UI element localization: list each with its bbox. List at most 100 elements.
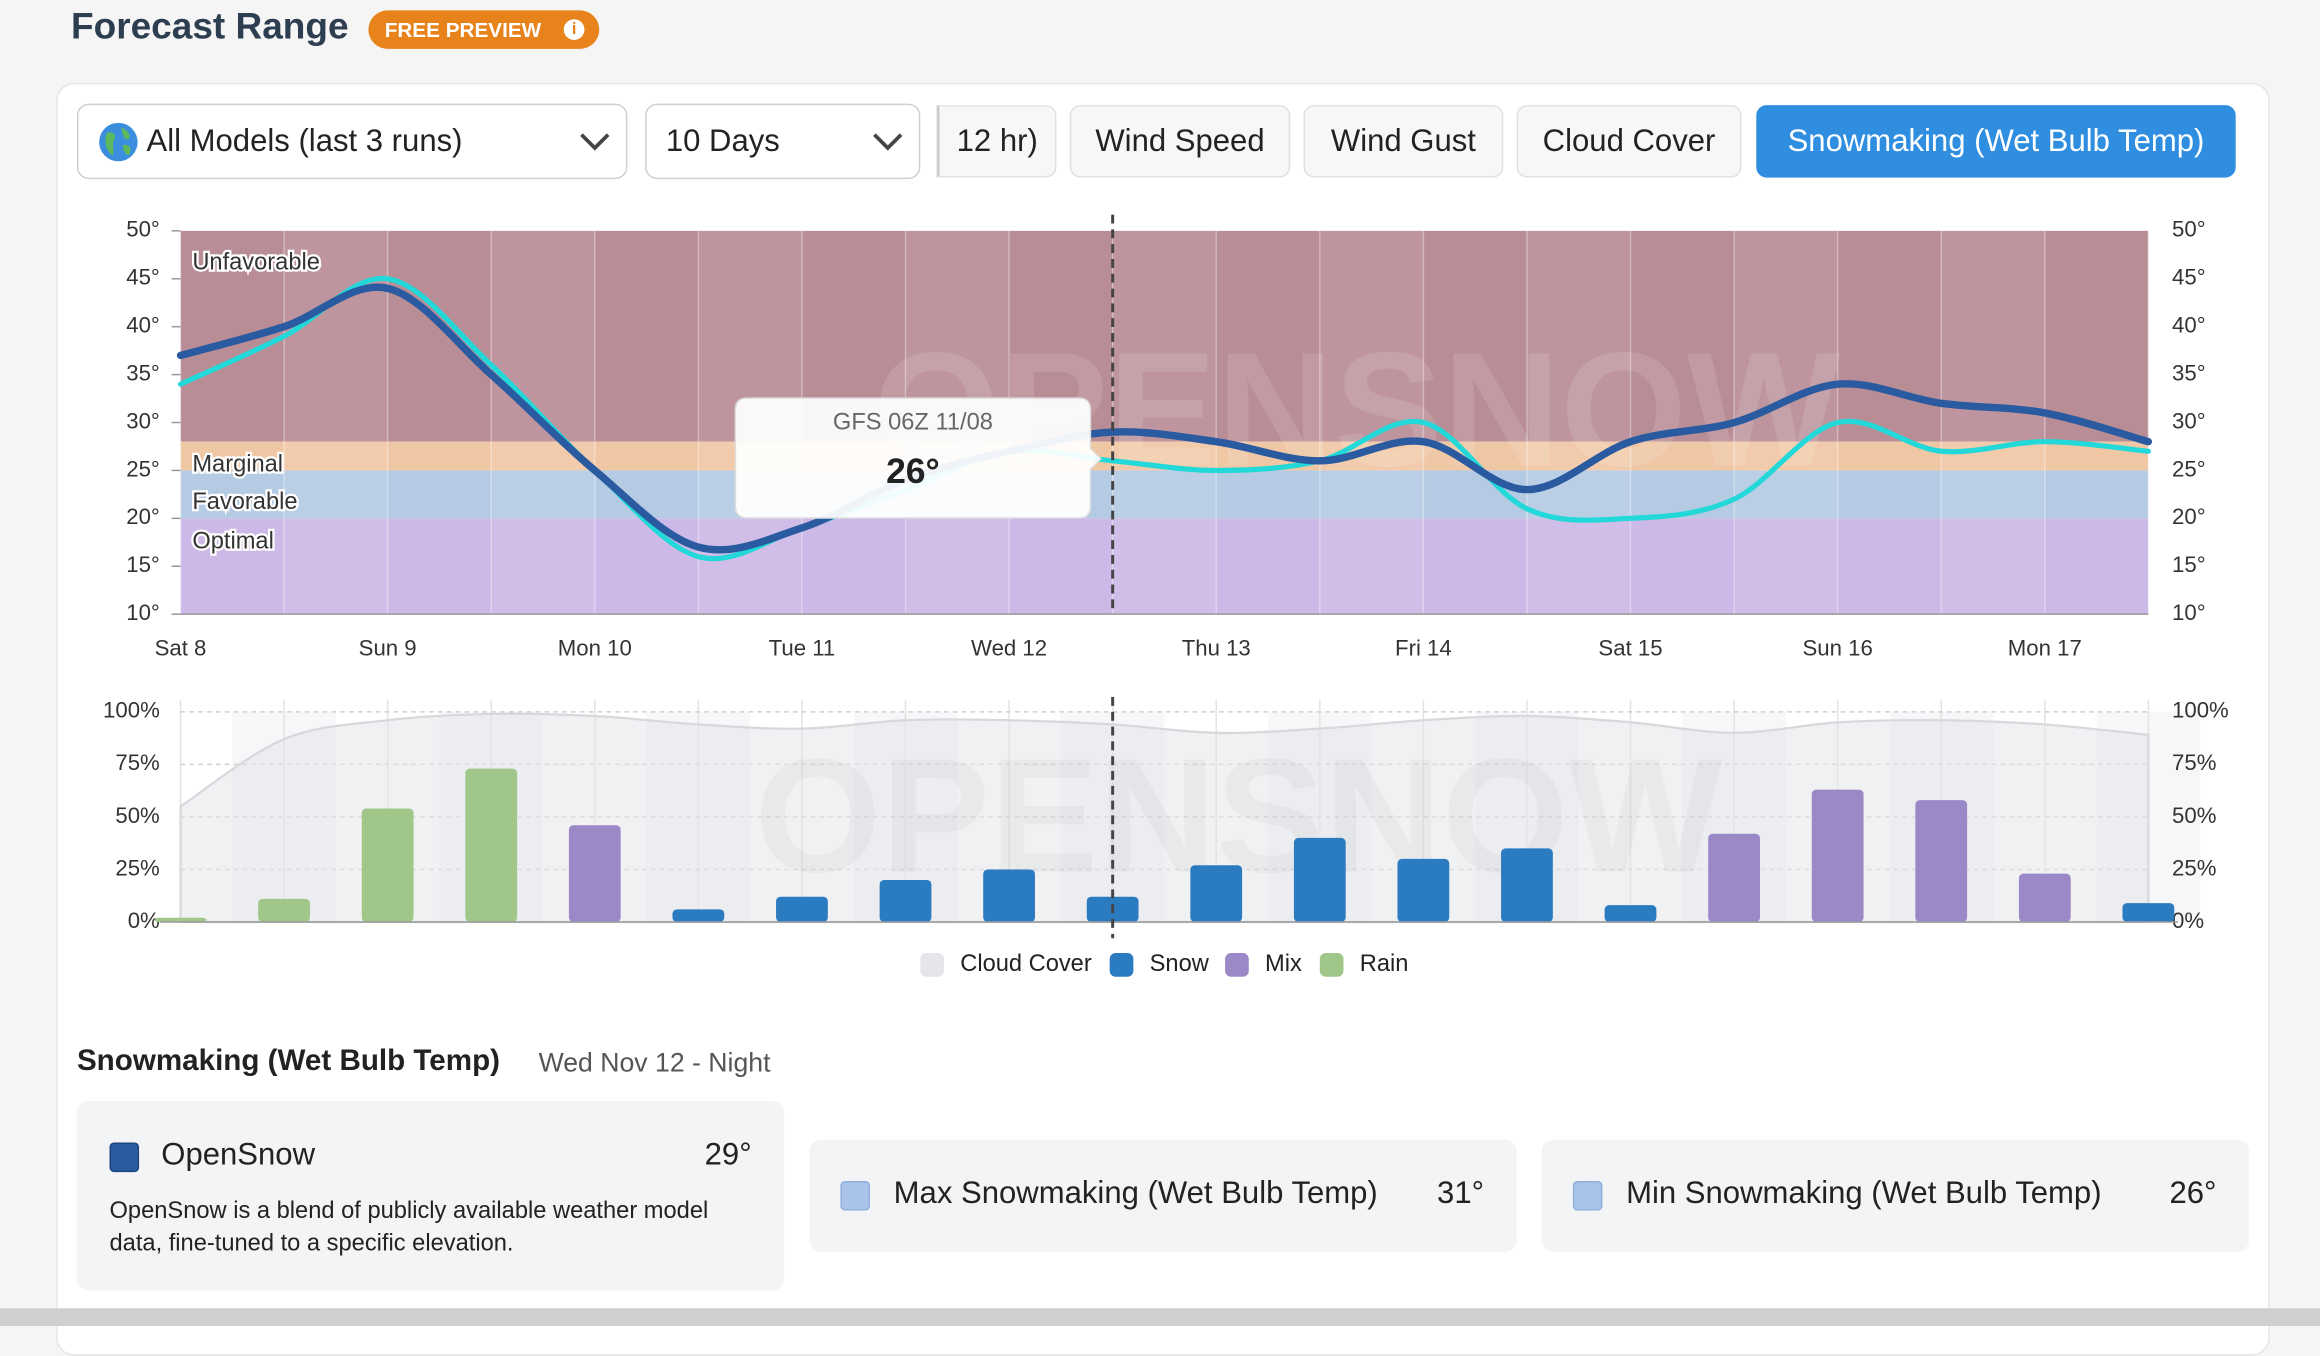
model-select[interactable]: All Models (last 3 runs) [76, 103, 628, 180]
y-tick-label: 75% [115, 750, 159, 775]
page: Forecast Range FREE PREVIEW i All Models … [0, 5, 2320, 1356]
bar [2018, 873, 2071, 922]
tab[interactable]: 12 hr) [936, 105, 1057, 178]
bar [879, 879, 932, 922]
range-select[interactable]: 10 Days [645, 103, 921, 180]
bar [1397, 858, 1450, 922]
globe-icon [99, 122, 138, 162]
y2-tick-label: 100% [2172, 698, 2229, 723]
bar [672, 909, 725, 922]
legend-swatch [1225, 953, 1249, 977]
bar [1915, 800, 1968, 922]
night-shade [1941, 230, 2045, 615]
bar [2122, 903, 2175, 922]
zone-label: Marginal [192, 452, 283, 478]
zone [180, 470, 2149, 519]
bar [1293, 837, 1346, 922]
x-tick-label: Sun 9 [359, 636, 417, 661]
x-tick-label: Sun 16 [1803, 636, 1873, 661]
y-tick-label: 25° [126, 456, 160, 481]
detail-card: Max Snowmaking (Wet Bulb Temp) 31° [809, 1139, 1517, 1252]
bar [1604, 905, 1657, 922]
tooltip: GFS 06Z 11/08 26° [734, 397, 1102, 519]
cloud-cover-area [179, 712, 2150, 924]
legend-swatch [1109, 953, 1134, 977]
swatch [840, 1180, 871, 1211]
night-shade [2148, 230, 2252, 615]
tab[interactable]: Wind Gust [1303, 105, 1504, 178]
bar [776, 896, 828, 922]
y-tick-label: 100% [103, 698, 160, 723]
card-name: Max Snowmaking (Wet Bulb Temp) [893, 1176, 1378, 1211]
y-tick-label: 50% [115, 803, 159, 828]
tab[interactable]: Wind Speed [1069, 105, 1291, 178]
night-shade [284, 230, 388, 615]
zone [180, 230, 2149, 442]
detail-card: OpenSnow 29° [76, 1101, 785, 1291]
bar [258, 898, 310, 922]
footer-bar [0, 1308, 2320, 1326]
card-name: OpenSnow [161, 1138, 316, 1173]
tooltip-value: 26° [886, 451, 940, 491]
y-tick-label: 15° [126, 552, 160, 577]
details-title: Snowmaking (Wet Bulb Temp) [76, 1044, 501, 1078]
y2-tick-label: 45° [2172, 265, 2206, 290]
legend-label: Rain [1360, 951, 1409, 977]
x-tick-label: Sat 15 [1598, 636, 1662, 661]
y-tick-label: 25% [115, 855, 159, 880]
night-shade [1734, 230, 1838, 615]
chevron [580, 133, 610, 151]
swatch [1572, 1180, 1603, 1211]
card-value: 31° [1437, 1176, 1485, 1211]
tab[interactable]: Cloud Cover [1516, 105, 1742, 178]
y2-tick-label: 50% [2172, 803, 2216, 828]
series-line [176, 283, 2153, 554]
card-description: OpenSnow is a blend of publicly availabl… [109, 1198, 709, 1257]
x-tick-label: Fri 14 [1395, 636, 1452, 661]
y2-tick-label: 40° [2172, 313, 2206, 338]
legend-swatch [920, 953, 944, 977]
tab[interactable]: Snowmaking (Wet Bulb Temp) [1756, 105, 2236, 178]
bar [1190, 865, 1243, 922]
bar [983, 869, 1035, 922]
info-icon[interactable]: i [563, 19, 585, 40]
select-text: All Models (last 3 runs) [146, 124, 463, 159]
page-title: Forecast Range [71, 5, 349, 48]
tooltip-box [734, 397, 1102, 519]
night-shade [1526, 230, 1631, 615]
y-tick-label: 45° [126, 265, 160, 290]
zone-label: Optimal [192, 528, 274, 554]
x-tick-label: Sat 8 [155, 636, 207, 661]
zone-label: Favorable [192, 489, 297, 515]
bar [568, 825, 621, 922]
y2-tick-label: 30° [2172, 408, 2206, 433]
zone-label: Unfavorable [192, 250, 320, 276]
y-tick-label: 50° [126, 217, 160, 242]
bar [465, 768, 518, 922]
x-tick-label: Mon 17 [2008, 636, 2082, 661]
y-tick-label: 0% [128, 908, 160, 933]
y2-tick-label: 75% [2172, 750, 2216, 775]
y2-tick-label: 35° [2172, 360, 2206, 385]
chevron [873, 133, 903, 151]
details-period: Wed Nov 12 - Night [538, 1047, 771, 1078]
swatch [109, 1142, 140, 1173]
night-shade [1112, 230, 1217, 615]
legend-label: Cloud Cover [960, 951, 1092, 977]
card-name: Min Snowmaking (Wet Bulb Temp) [1626, 1176, 2102, 1211]
tooltip-title: GFS 06Z 11/08 [833, 410, 993, 436]
y-tick-label: 10° [126, 600, 160, 625]
legend-label: Mix [1265, 951, 1302, 977]
bar [1811, 789, 1864, 922]
zone [180, 518, 2149, 615]
y-tick-label: 20° [126, 504, 160, 529]
y2-tick-label: 25° [2172, 456, 2206, 481]
x-tick-label: Tue 11 [769, 636, 836, 661]
y2-tick-label: 0% [2172, 908, 2204, 933]
bar [361, 808, 414, 922]
x-tick-label: Thu 13 [1182, 636, 1251, 661]
preview-badge[interactable]: FREE PREVIEW i [368, 10, 600, 49]
bar [1708, 833, 1760, 922]
y2-tick-label: 15° [2172, 552, 2206, 577]
charts: Sat 8 Sun 9 Mon 10 Tue 11 Wed 12 Thu 13 Fri 14… [103, 214, 2252, 978]
